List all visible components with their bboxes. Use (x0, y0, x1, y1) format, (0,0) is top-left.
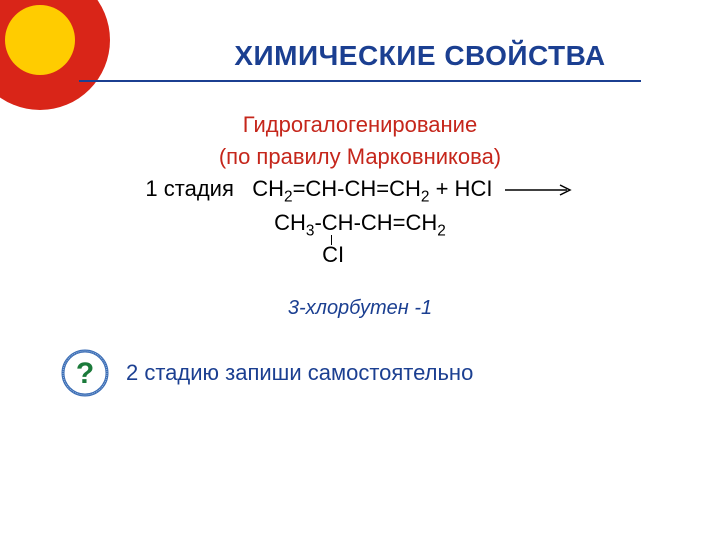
svg-text:?: ? (76, 357, 94, 390)
product-formula: CH3-CH-CH=CH2 (274, 210, 446, 235)
task-row: ? 2 стадию запиши самостоятельно (0, 348, 720, 398)
subtitle-2: (по правилу Марковникова) (0, 144, 720, 170)
stage-label: 1 стадия (145, 176, 233, 201)
slide-content: ХИМИЧЕСКИЕ СВОЙСТВА Гидрогалогенирование… (0, 40, 720, 398)
ci-label: CI (322, 242, 344, 268)
reaction-arrow-icon (505, 184, 575, 196)
subtitle-1: Гидрогалогенирование (0, 112, 720, 138)
product-block: CH3-CH-CH=CH2 CI (0, 210, 720, 241)
reaction-line: 1 стадия CH2=CH-CH=CH2 + HCI (0, 176, 720, 206)
task-text: 2 стадию запиши самостоятельно (126, 360, 473, 386)
reactant-formula: CH2=CH-CH=CH2 + HCI (240, 176, 492, 201)
compound-name: 3-хлорбутен -1 (0, 297, 720, 320)
question-mark-icon: ? (60, 348, 110, 398)
slide-title: ХИМИЧЕСКИЕ СВОЙСТВА (0, 40, 720, 72)
title-underline (79, 80, 641, 82)
